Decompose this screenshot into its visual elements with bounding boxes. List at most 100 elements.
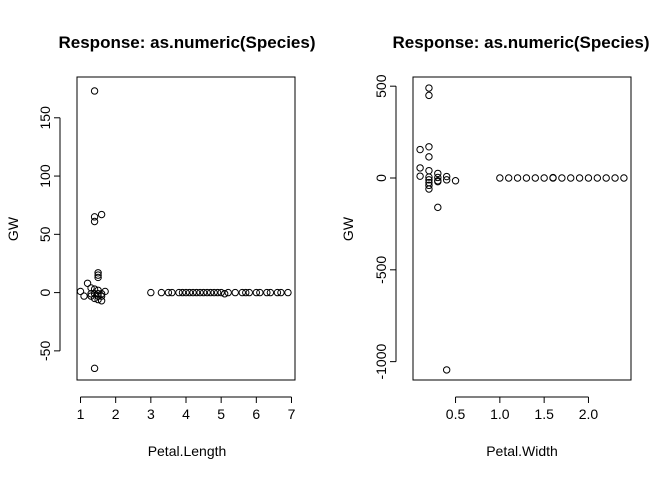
x-tick-label: 1.5: [534, 406, 554, 422]
data-point: [90, 213, 99, 221]
x-tick-label: 0.5: [446, 406, 466, 422]
y-tick-label: 100: [37, 164, 53, 188]
x-axis-label: Petal.Length: [148, 443, 227, 459]
x-axis: 1 2 3 4 5 6 7: [77, 396, 296, 422]
y-tick-label: -1000: [373, 344, 389, 380]
data-point: [425, 143, 433, 151]
data-point: [199, 288, 208, 297]
data-point: [513, 174, 522, 182]
data-point: [90, 364, 99, 373]
data-point: [164, 288, 173, 297]
y-axis-label: GW: [340, 216, 356, 241]
chart-title: Response: as.numeric(Species): [59, 33, 316, 52]
data-point: [94, 271, 102, 279]
data-point: [224, 288, 232, 297]
data-point: [416, 145, 424, 154]
data-point: [76, 287, 85, 296]
data-point: [83, 279, 92, 287]
data-point: [94, 295, 102, 304]
data-point: [189, 288, 197, 297]
data-point: [425, 91, 433, 100]
data-point: [277, 288, 285, 297]
data-point: [231, 288, 239, 297]
y-axis: -1000 -500 0 500: [373, 74, 397, 380]
data-point: [425, 84, 433, 92]
x-tick-label: 5: [217, 406, 225, 422]
data-point: [425, 153, 433, 161]
plot-frame: [412, 76, 632, 381]
data-point: [168, 288, 176, 297]
data-point: [567, 174, 575, 182]
data-point: [252, 288, 261, 297]
data-point: [90, 217, 99, 226]
x-tick-label: 2.0: [579, 406, 599, 422]
x-tick-label: 2: [112, 406, 120, 422]
data-point: [558, 174, 566, 182]
x-tick-label: 4: [182, 406, 190, 422]
x-axis-label: Petal.Width: [486, 443, 558, 459]
data-point: [425, 176, 433, 184]
data-point: [178, 288, 187, 297]
data-point: [505, 174, 513, 182]
data-point: [147, 288, 155, 297]
y-tick-label: 50: [37, 226, 53, 242]
x-axis: 0.5 1.0 1.5 2.0: [446, 396, 599, 422]
data-point: [425, 166, 433, 175]
data-point: [157, 288, 166, 297]
data-point: [434, 203, 442, 212]
data-point: [97, 210, 106, 219]
data-point: [196, 288, 204, 297]
data-point: [549, 173, 557, 182]
data-point: [540, 174, 548, 182]
data-point: [611, 174, 619, 182]
data-point: [531, 174, 539, 182]
data-point: [220, 290, 229, 298]
data-point: [210, 288, 218, 297]
y-axis-label: GW: [5, 216, 21, 241]
x-tick-label: 6: [252, 406, 260, 422]
data-point: [496, 174, 504, 182]
y-tick-label: 0: [37, 288, 53, 296]
data-point: [434, 169, 442, 178]
data-point: [238, 288, 246, 297]
data-point: [213, 288, 222, 297]
y-tick-label: -500: [373, 256, 389, 284]
data-point: [185, 288, 194, 297]
data-point: [593, 174, 602, 182]
data-point: [273, 288, 282, 297]
data-point: [97, 297, 106, 305]
y-tick-label: 150: [37, 106, 53, 130]
data-point: [80, 292, 88, 300]
panel-petal-width: Response: as.numeric(Species) Petal.Widt…: [340, 33, 649, 459]
data-point: [203, 288, 211, 297]
data-point: [90, 87, 99, 95]
data-point: [242, 288, 250, 297]
data-point: [284, 288, 292, 297]
data-point: [575, 174, 584, 182]
data-point: [425, 185, 433, 193]
data-points: [76, 87, 292, 373]
data-point: [442, 176, 451, 184]
y-tick-label: 0: [373, 174, 389, 182]
data-point: [206, 288, 215, 297]
data-point: [182, 288, 190, 297]
data-point: [620, 174, 628, 182]
data-point: [425, 173, 433, 181]
data-point: [434, 173, 442, 182]
chart-title: Response: as.numeric(Species): [393, 33, 650, 52]
x-tick-label: 1: [77, 406, 85, 422]
data-point: [192, 288, 201, 297]
data-point: [425, 181, 433, 190]
data-point: [90, 294, 99, 303]
y-tick-label: 500: [373, 74, 389, 98]
data-point: [87, 290, 95, 298]
data-point: [94, 269, 102, 277]
data-point: [451, 177, 460, 185]
plot-frame: [76, 76, 296, 381]
x-tick-label: 1.0: [490, 406, 510, 422]
data-point: [217, 288, 225, 297]
data-point: [584, 174, 593, 182]
data-point: [442, 366, 451, 374]
data-point: [442, 172, 451, 181]
data-point: [90, 285, 99, 293]
